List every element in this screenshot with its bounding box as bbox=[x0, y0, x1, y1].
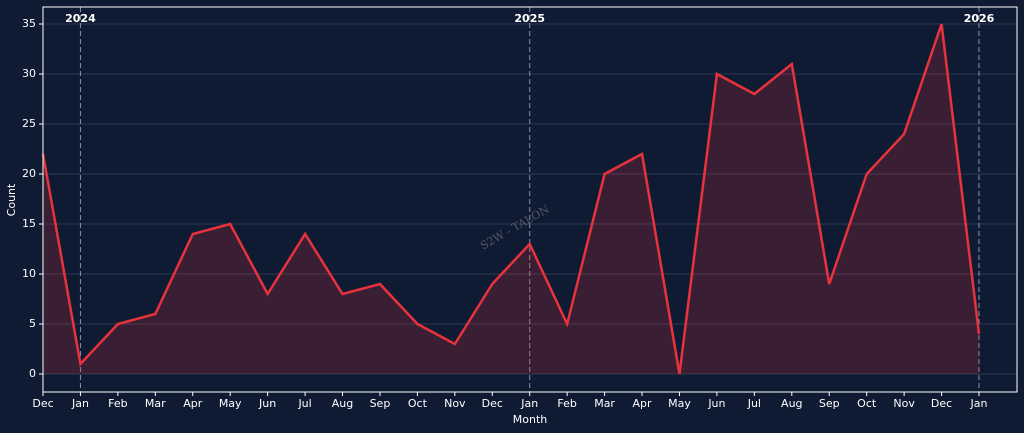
x-tick-label: Mar bbox=[145, 397, 166, 410]
plot-frame bbox=[42, 6, 1018, 393]
year-label: 2026 bbox=[964, 12, 995, 25]
x-tick-label: Oct bbox=[857, 397, 877, 410]
x-tick-label: Jul bbox=[297, 397, 311, 410]
y-tick-label: 35 bbox=[22, 17, 36, 30]
x-tick-label: Aug bbox=[781, 397, 802, 410]
y-tick-label: 5 bbox=[29, 317, 36, 330]
x-tick-label: Feb bbox=[557, 397, 576, 410]
y-tick-label: 20 bbox=[22, 167, 36, 180]
x-tick-label: Nov bbox=[444, 397, 466, 410]
x-tick-label: Jun bbox=[707, 397, 725, 410]
y-tick-label: 0 bbox=[29, 367, 36, 380]
x-tick-label: May bbox=[668, 397, 691, 410]
line bbox=[41, 23, 981, 375]
year-label: 2025 bbox=[514, 12, 545, 25]
x-tick-label: Jul bbox=[747, 397, 761, 410]
x-tick-label: Apr bbox=[633, 397, 653, 410]
x-tick-label: Nov bbox=[893, 397, 915, 410]
x-tick-label: Oct bbox=[408, 397, 428, 410]
x-tick-label: Sep bbox=[370, 397, 391, 410]
y-tick-label: 10 bbox=[22, 267, 36, 280]
x-tick-label: Dec bbox=[32, 397, 53, 410]
y-tick-label: 30 bbox=[22, 67, 36, 80]
x-tick-label: Dec bbox=[931, 397, 952, 410]
x-tick-label: Sep bbox=[819, 397, 840, 410]
x-tick-label: Dec bbox=[482, 397, 503, 410]
year-label: 2024 bbox=[65, 12, 96, 25]
x-tick-label: Jan bbox=[71, 397, 89, 410]
y-axis-label: Count bbox=[5, 183, 18, 216]
x-tick-label: May bbox=[219, 397, 242, 410]
x-tick-label: Jan bbox=[970, 397, 988, 410]
x-tick-label: Mar bbox=[594, 397, 615, 410]
x-tick-label: Jun bbox=[258, 397, 276, 410]
x-tick-label: Jan bbox=[520, 397, 538, 410]
y-tick-label: 25 bbox=[22, 117, 36, 130]
y-tick-label: 15 bbox=[22, 217, 36, 230]
x-tick-label: Apr bbox=[183, 397, 203, 410]
x-axis-label: Month bbox=[513, 413, 548, 426]
x-tick-label: Aug bbox=[332, 397, 353, 410]
area-fill bbox=[43, 24, 979, 374]
x-tick-label: Feb bbox=[108, 397, 127, 410]
